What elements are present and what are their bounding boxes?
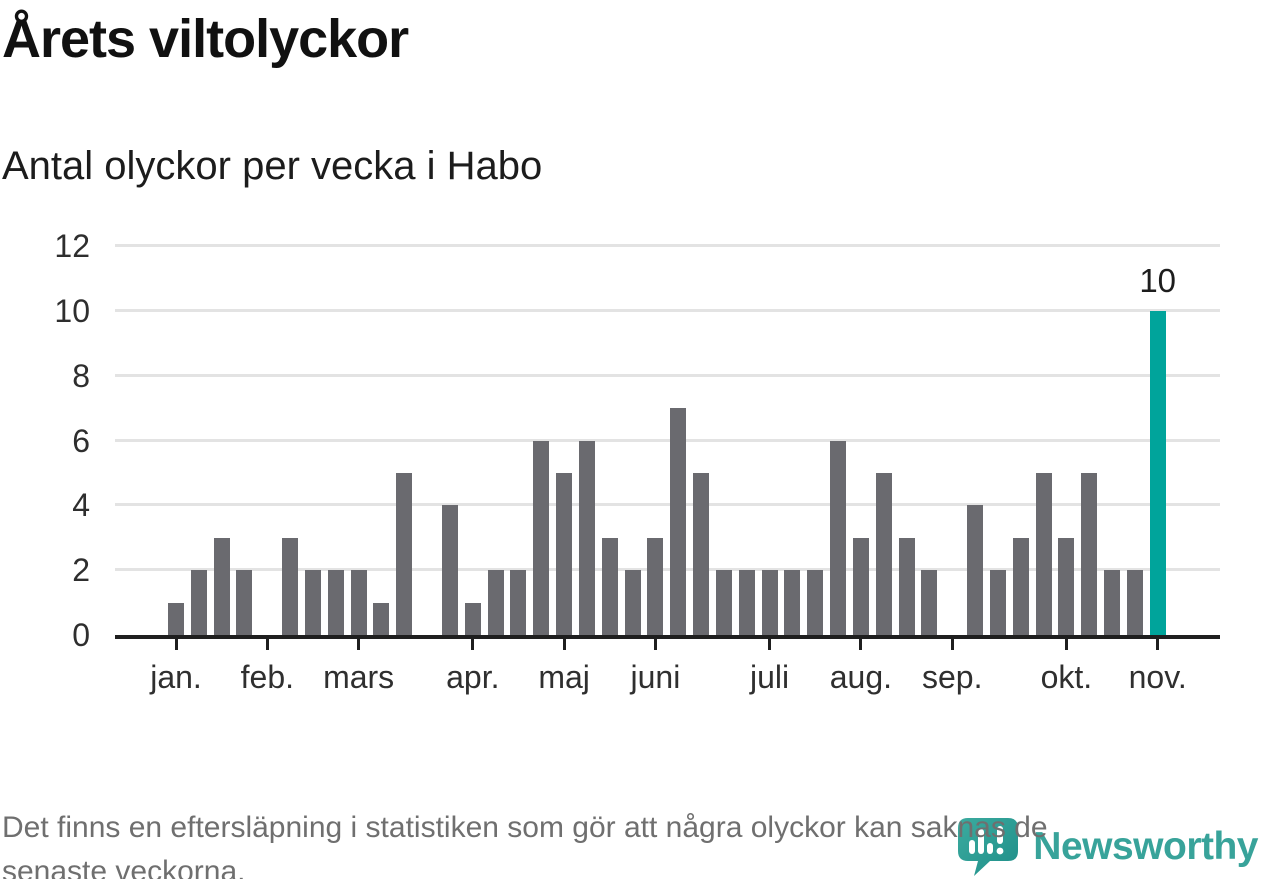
- bar: [852, 537, 869, 635]
- bar: [373, 602, 390, 635]
- bar: [693, 472, 710, 635]
- newsworthy-logo-text: Newsworthy: [1033, 825, 1258, 868]
- x-axis-label: mars: [323, 659, 395, 695]
- bar: [830, 440, 847, 635]
- highlight-bar: [1149, 310, 1166, 635]
- y-axis-label: 8: [72, 357, 90, 394]
- x-axis-tick: [174, 639, 178, 650]
- x-axis-label: aug.: [829, 659, 893, 695]
- bar: [396, 472, 413, 635]
- y-axis-label: 6: [72, 422, 90, 459]
- bar-value-label: 10: [1139, 261, 1177, 299]
- x-axis-label: juni: [630, 659, 681, 695]
- bar: [168, 602, 184, 635]
- gridline: [115, 568, 1220, 572]
- bar: [282, 537, 299, 635]
- bar: [807, 570, 824, 635]
- bar: [487, 570, 504, 635]
- bar: [670, 408, 687, 635]
- y-axis-label: 12: [54, 228, 90, 264]
- x-axis-tick: [265, 639, 269, 650]
- bar: [967, 505, 984, 635]
- chart-subtitle: Antal olyckor per vecka i Habo: [2, 144, 543, 188]
- x-axis-label: juli: [750, 659, 790, 695]
- bar: [761, 570, 778, 635]
- bar: [1035, 472, 1052, 635]
- bar: [441, 505, 458, 635]
- bar: [1012, 537, 1029, 635]
- x-axis-tick: [1064, 639, 1068, 650]
- x-axis-tick: [653, 639, 657, 650]
- bar: [1058, 537, 1075, 635]
- x-axis-tick: [357, 639, 361, 650]
- x-axis-tick: [768, 639, 772, 650]
- bar: [236, 570, 253, 635]
- gridline: [115, 244, 1220, 247]
- bar: [350, 570, 367, 635]
- newsworthy-logo: Newsworthy: [957, 817, 1258, 877]
- bar: [921, 570, 938, 635]
- bar: [304, 570, 321, 635]
- bar: [784, 570, 801, 635]
- x-axis-tick: [471, 639, 475, 650]
- x-axis-label: maj: [538, 659, 590, 695]
- bar: [327, 570, 344, 635]
- plot-area: [115, 244, 1220, 639]
- x-axis-tick: [1156, 639, 1160, 650]
- footnote: Det finns en eftersläpning i statistiken…: [2, 811, 1048, 879]
- bar: [1081, 472, 1098, 635]
- bar: [715, 570, 732, 635]
- bar: [190, 570, 207, 635]
- bar: [875, 472, 892, 635]
- x-axis-tick: [950, 639, 954, 650]
- bar: [898, 537, 915, 635]
- y-axis-label: 2: [72, 552, 90, 589]
- chart-title: Årets viltolyckor: [2, 9, 409, 69]
- bar: [510, 570, 527, 635]
- bar: [989, 570, 1006, 635]
- x-axis-label: apr.: [446, 659, 500, 695]
- bar: [213, 537, 230, 635]
- bar: [533, 440, 550, 635]
- bar: [464, 602, 481, 635]
- bar: [556, 472, 573, 635]
- y-axis-label: 10: [54, 292, 90, 329]
- gridline: [115, 503, 1220, 507]
- bar: [624, 570, 641, 635]
- bar: [601, 537, 618, 635]
- x-axis-label: jan.: [150, 659, 202, 695]
- gridline: [115, 373, 1220, 377]
- x-axis-label: sep.: [921, 659, 983, 695]
- bar: [578, 440, 595, 635]
- bar: [1126, 570, 1143, 635]
- y-axis-label: 4: [72, 487, 90, 524]
- x-axis-tick: [859, 639, 863, 650]
- x-axis-label: okt.: [1040, 659, 1093, 695]
- x-axis-label: nov.: [1128, 659, 1187, 695]
- gridline: [115, 308, 1220, 312]
- x-axis-label: feb.: [240, 659, 294, 695]
- bar: [647, 537, 664, 635]
- bar: [1104, 570, 1121, 635]
- newsworthy-logo-icon: [958, 818, 1019, 876]
- bar: [738, 570, 755, 635]
- gridline: [115, 438, 1220, 442]
- x-axis-tick: [562, 639, 566, 650]
- y-axis-label: 0: [72, 617, 90, 653]
